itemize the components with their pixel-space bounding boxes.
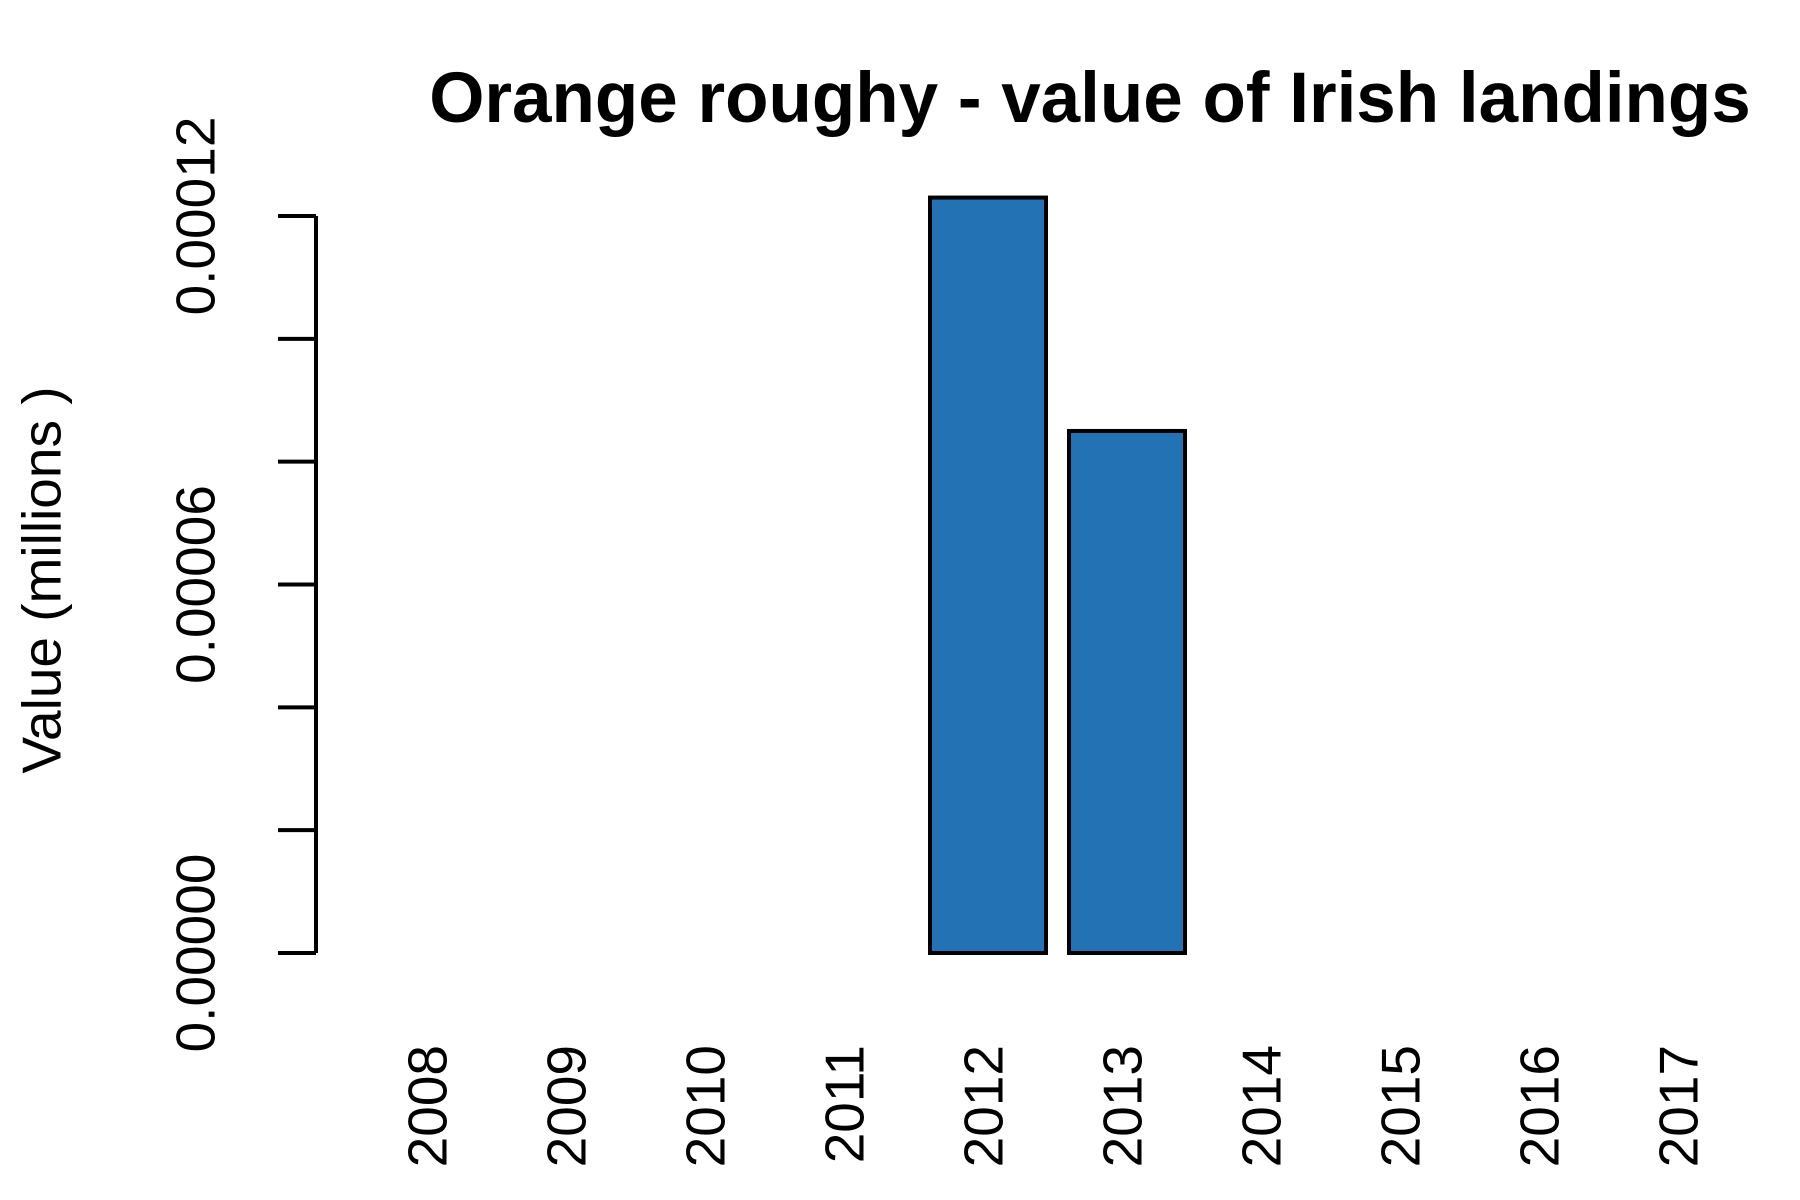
x-tick-label: 2014 [1231,1045,1293,1167]
x-tick-label: 2015 [1370,1045,1432,1167]
y-tick-label: 0.00006 [165,485,227,684]
x-tick-label: 2011 [814,1045,876,1163]
x-tick-label: 2016 [1509,1045,1571,1167]
x-tick-label: 2013 [1092,1045,1154,1167]
y-tick-label: 0.00012 [165,117,227,316]
x-tick-label: 2017 [1648,1045,1710,1167]
y-axis-label: Value (millions ) [11,386,73,773]
x-tick-label: 2010 [675,1045,737,1167]
x-tick-label: 2012 [953,1045,1015,1167]
bar [928,195,1048,955]
chart-title: Orange roughy - value of Irish landings [429,59,1751,138]
x-tick-label: 2008 [397,1045,459,1167]
y-tick-label: 0.00000 [165,854,227,1053]
bar [1067,428,1187,956]
x-tick-label: 2009 [536,1045,598,1167]
